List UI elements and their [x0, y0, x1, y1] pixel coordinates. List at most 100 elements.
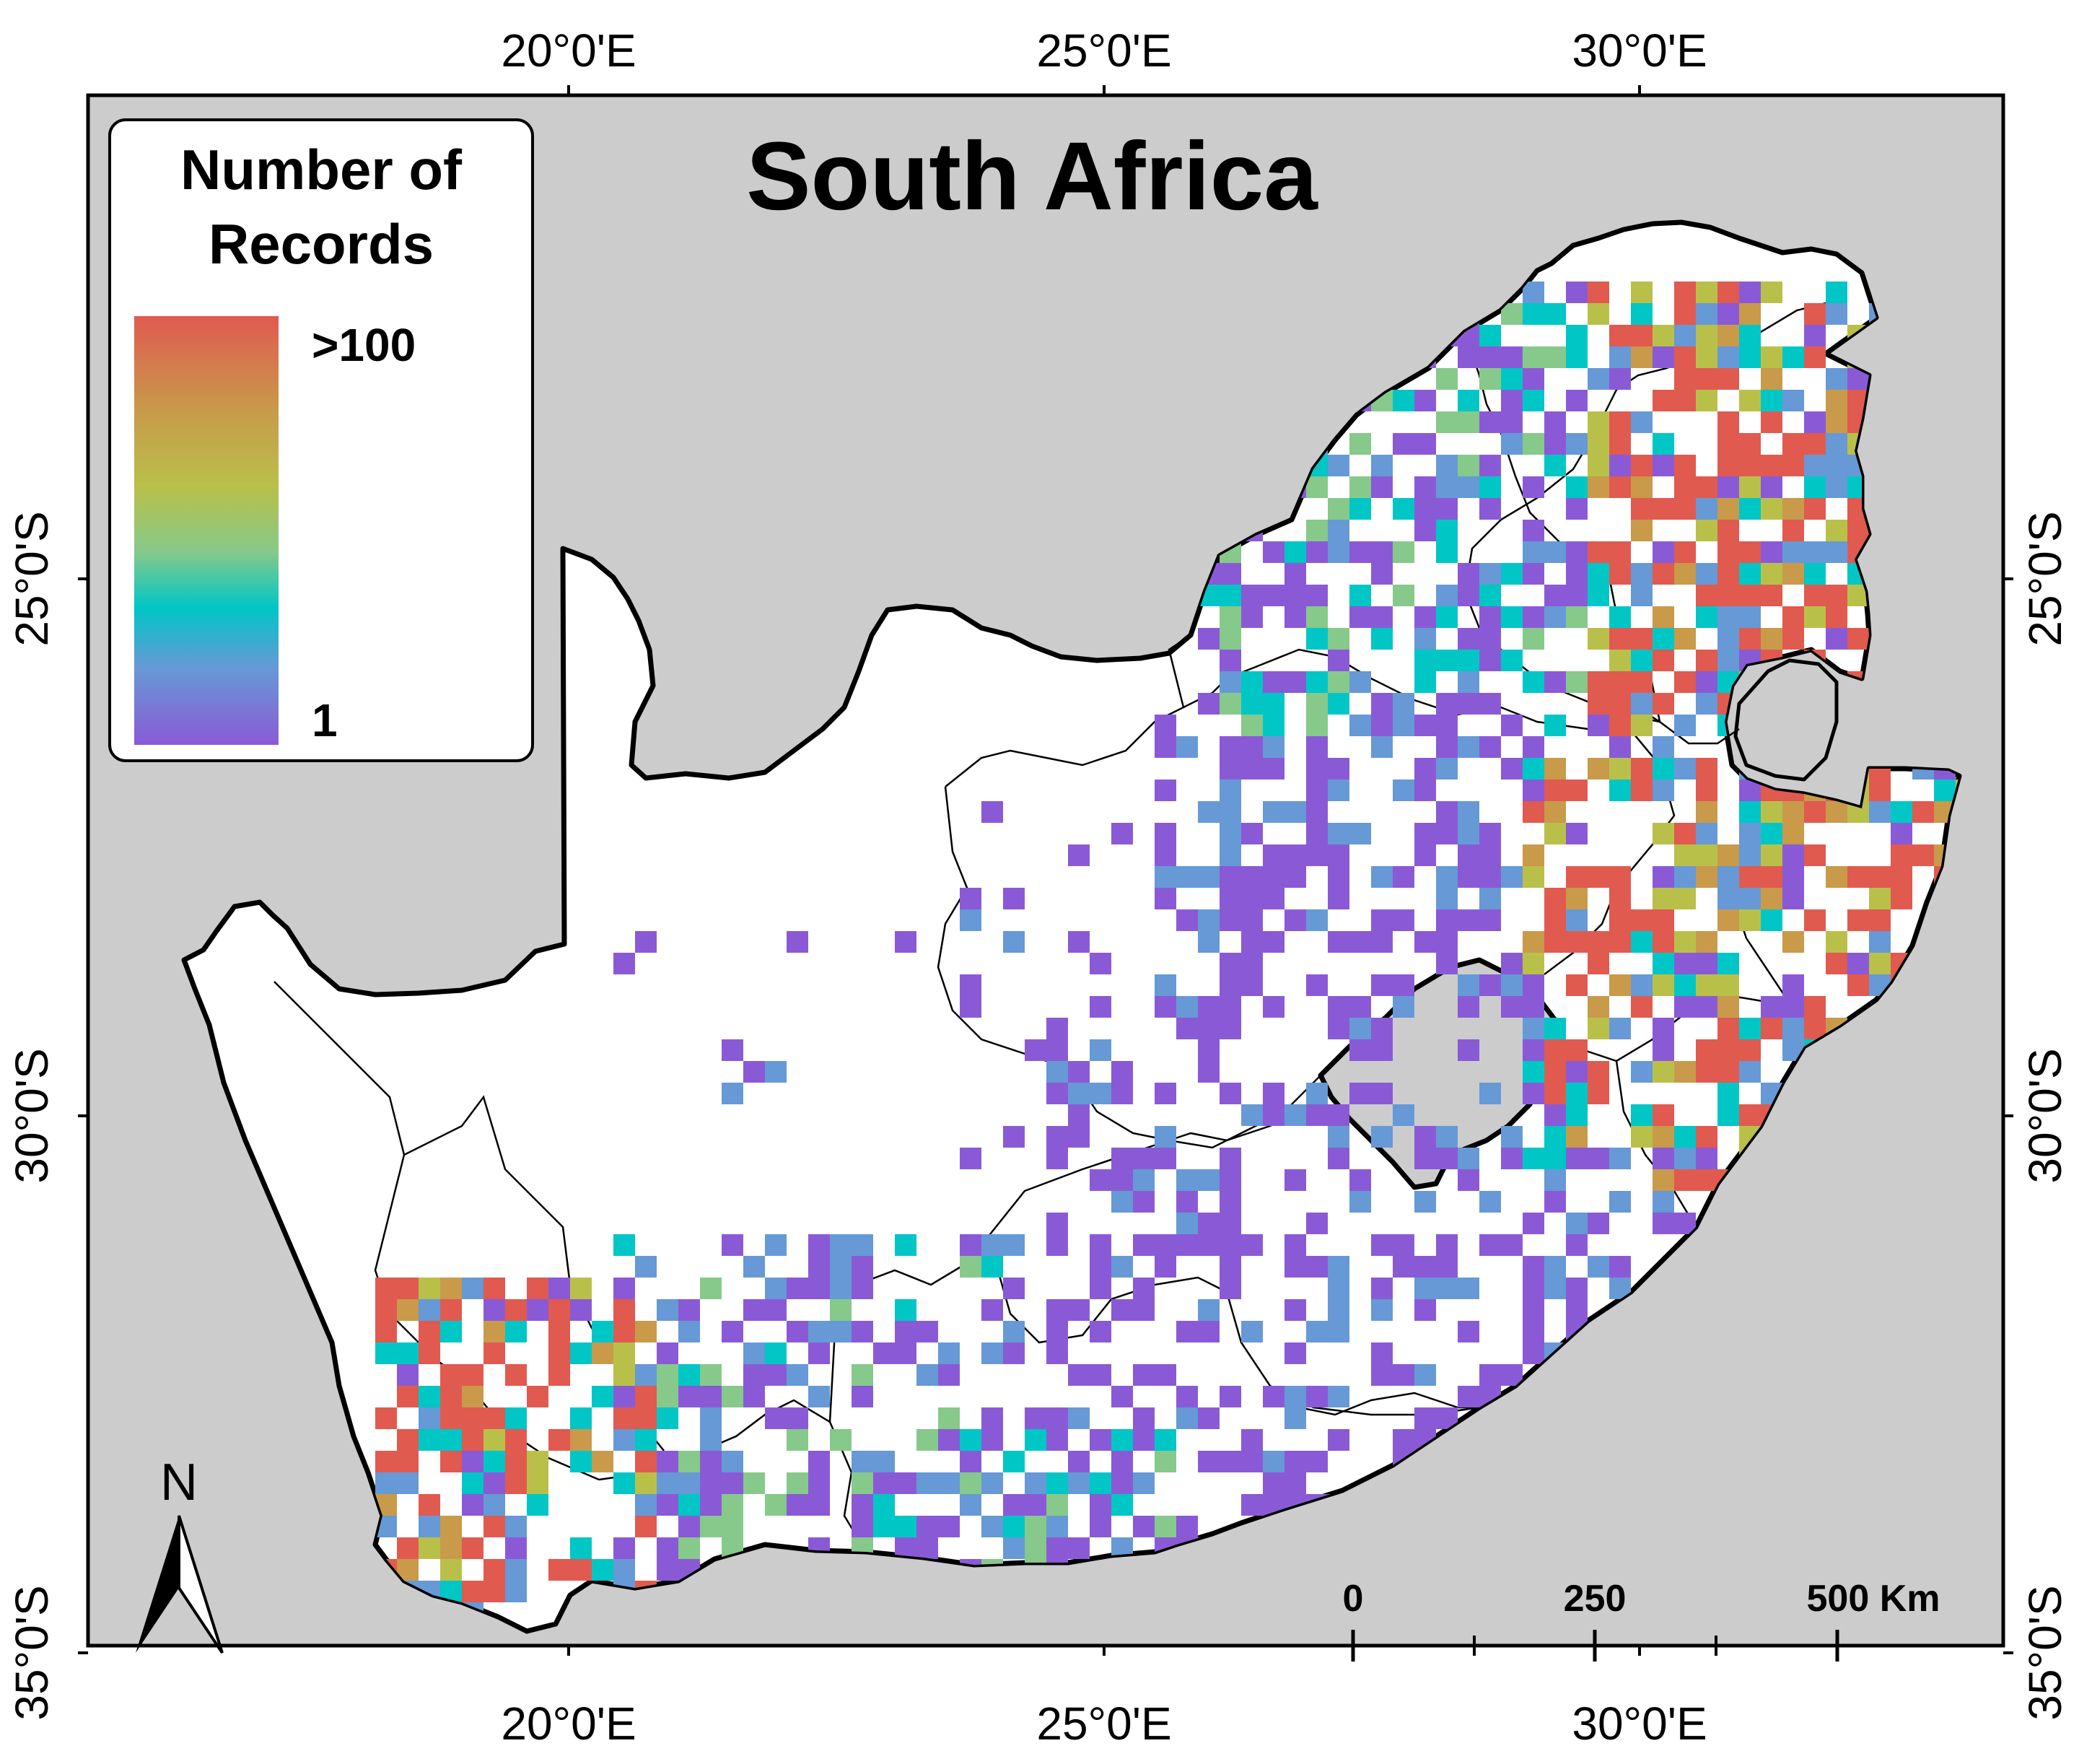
record-cell [1588, 996, 1609, 1018]
record-cell [419, 1342, 440, 1364]
record-cell [375, 1321, 397, 1342]
record-cell [548, 1278, 570, 1299]
record-cell [1133, 1278, 1155, 1299]
record-cell [397, 1451, 419, 1472]
record-cell [1544, 541, 1566, 563]
record-cell [1371, 628, 1393, 650]
record-cell [1544, 1169, 1566, 1191]
record-cell [440, 1386, 462, 1407]
record-cell [1523, 1039, 1544, 1061]
record-cell [1220, 823, 1241, 844]
record-cell [1458, 671, 1479, 693]
record-cell [613, 1559, 635, 1581]
record-cell [1371, 1299, 1393, 1321]
record-cell [1566, 888, 1588, 909]
record-cell [1891, 844, 1912, 866]
record-cell [1653, 1018, 1674, 1039]
record-cell [1869, 866, 1891, 888]
record-cell [1046, 1039, 1068, 1061]
record-cell [1523, 520, 1544, 541]
record-cell [1501, 650, 1523, 671]
record-cell [613, 1364, 635, 1386]
record-cell [1414, 780, 1436, 801]
record-cell [1609, 671, 1631, 693]
record-cell [570, 1451, 592, 1472]
record-cell [1912, 844, 1934, 866]
record-cell [765, 1299, 787, 1321]
record-cell [1761, 996, 1782, 1018]
record-cell [462, 1451, 483, 1472]
record-cell [1003, 1278, 1025, 1299]
record-cell [1306, 1321, 1328, 1342]
record-cell [1436, 541, 1458, 563]
record-cell [1111, 1169, 1133, 1191]
record-cell [1371, 1126, 1393, 1148]
record-cell [1501, 390, 1523, 411]
record-cell [1523, 1342, 1544, 1364]
record-cell [1414, 390, 1436, 411]
record-cell [1804, 563, 1826, 585]
record-cell [1891, 866, 1912, 888]
record-cell [1717, 1061, 1739, 1083]
record-cell [960, 888, 981, 909]
record-cell [1436, 823, 1458, 844]
record-cell [1349, 606, 1371, 628]
record-cell [1588, 628, 1609, 650]
record-cell [1414, 1278, 1436, 1299]
record-cell [1826, 303, 1847, 325]
record-cell [1458, 974, 1479, 996]
record-cell [1631, 346, 1653, 368]
record-cell [1523, 1061, 1544, 1083]
record-cell [1566, 823, 1588, 844]
record-cell [1241, 1321, 1263, 1342]
record-cell [657, 1342, 678, 1364]
record-cell [1458, 628, 1479, 650]
record-cell [1306, 520, 1328, 541]
record-cell [1306, 715, 1328, 736]
record-cell [1090, 1516, 1111, 1537]
record-cell [1198, 931, 1220, 953]
record-cell [1891, 823, 1912, 844]
record-cell [1090, 1256, 1111, 1278]
record-cell [419, 1299, 440, 1321]
record-cell [1566, 281, 1588, 303]
record-cell [1588, 953, 1609, 974]
record-cell [1609, 736, 1631, 758]
record-cell [657, 1494, 678, 1516]
record-cell [1674, 1213, 1696, 1234]
record-cell [505, 1537, 527, 1559]
record-cell [1284, 909, 1306, 931]
record-cell [1761, 476, 1782, 498]
record-cell [938, 1364, 960, 1386]
record-cell [440, 1321, 462, 1342]
record-cell [1176, 1407, 1198, 1429]
scale-label-0: 0 [1343, 1578, 1364, 1620]
record-cell [1739, 1018, 1761, 1039]
record-cell [1523, 866, 1544, 888]
record-cell [895, 1321, 916, 1342]
record-cell [1198, 693, 1220, 715]
record-cell [1891, 888, 1912, 909]
record-cell [787, 1472, 808, 1494]
record-cell [1653, 606, 1674, 628]
record-cell [570, 1342, 592, 1364]
record-cell [1371, 563, 1393, 585]
record-cell [483, 1429, 505, 1451]
record-cell [1804, 801, 1826, 823]
record-cell [1328, 844, 1349, 866]
record-cell [505, 1407, 527, 1429]
record-cell [1241, 909, 1263, 931]
record-cell [1371, 866, 1393, 888]
record-cell [1717, 606, 1739, 628]
record-cell [1609, 476, 1631, 498]
record-cell [397, 1472, 419, 1494]
record-cell [1674, 628, 1696, 650]
record-cell [1674, 1126, 1696, 1148]
record-cell [462, 1278, 483, 1299]
record-cell [895, 1234, 916, 1256]
record-cell [722, 1451, 743, 1472]
record-cell [1674, 823, 1696, 844]
record-cell [1414, 520, 1436, 541]
record-cell [657, 1559, 678, 1581]
record-cell [1544, 671, 1566, 693]
